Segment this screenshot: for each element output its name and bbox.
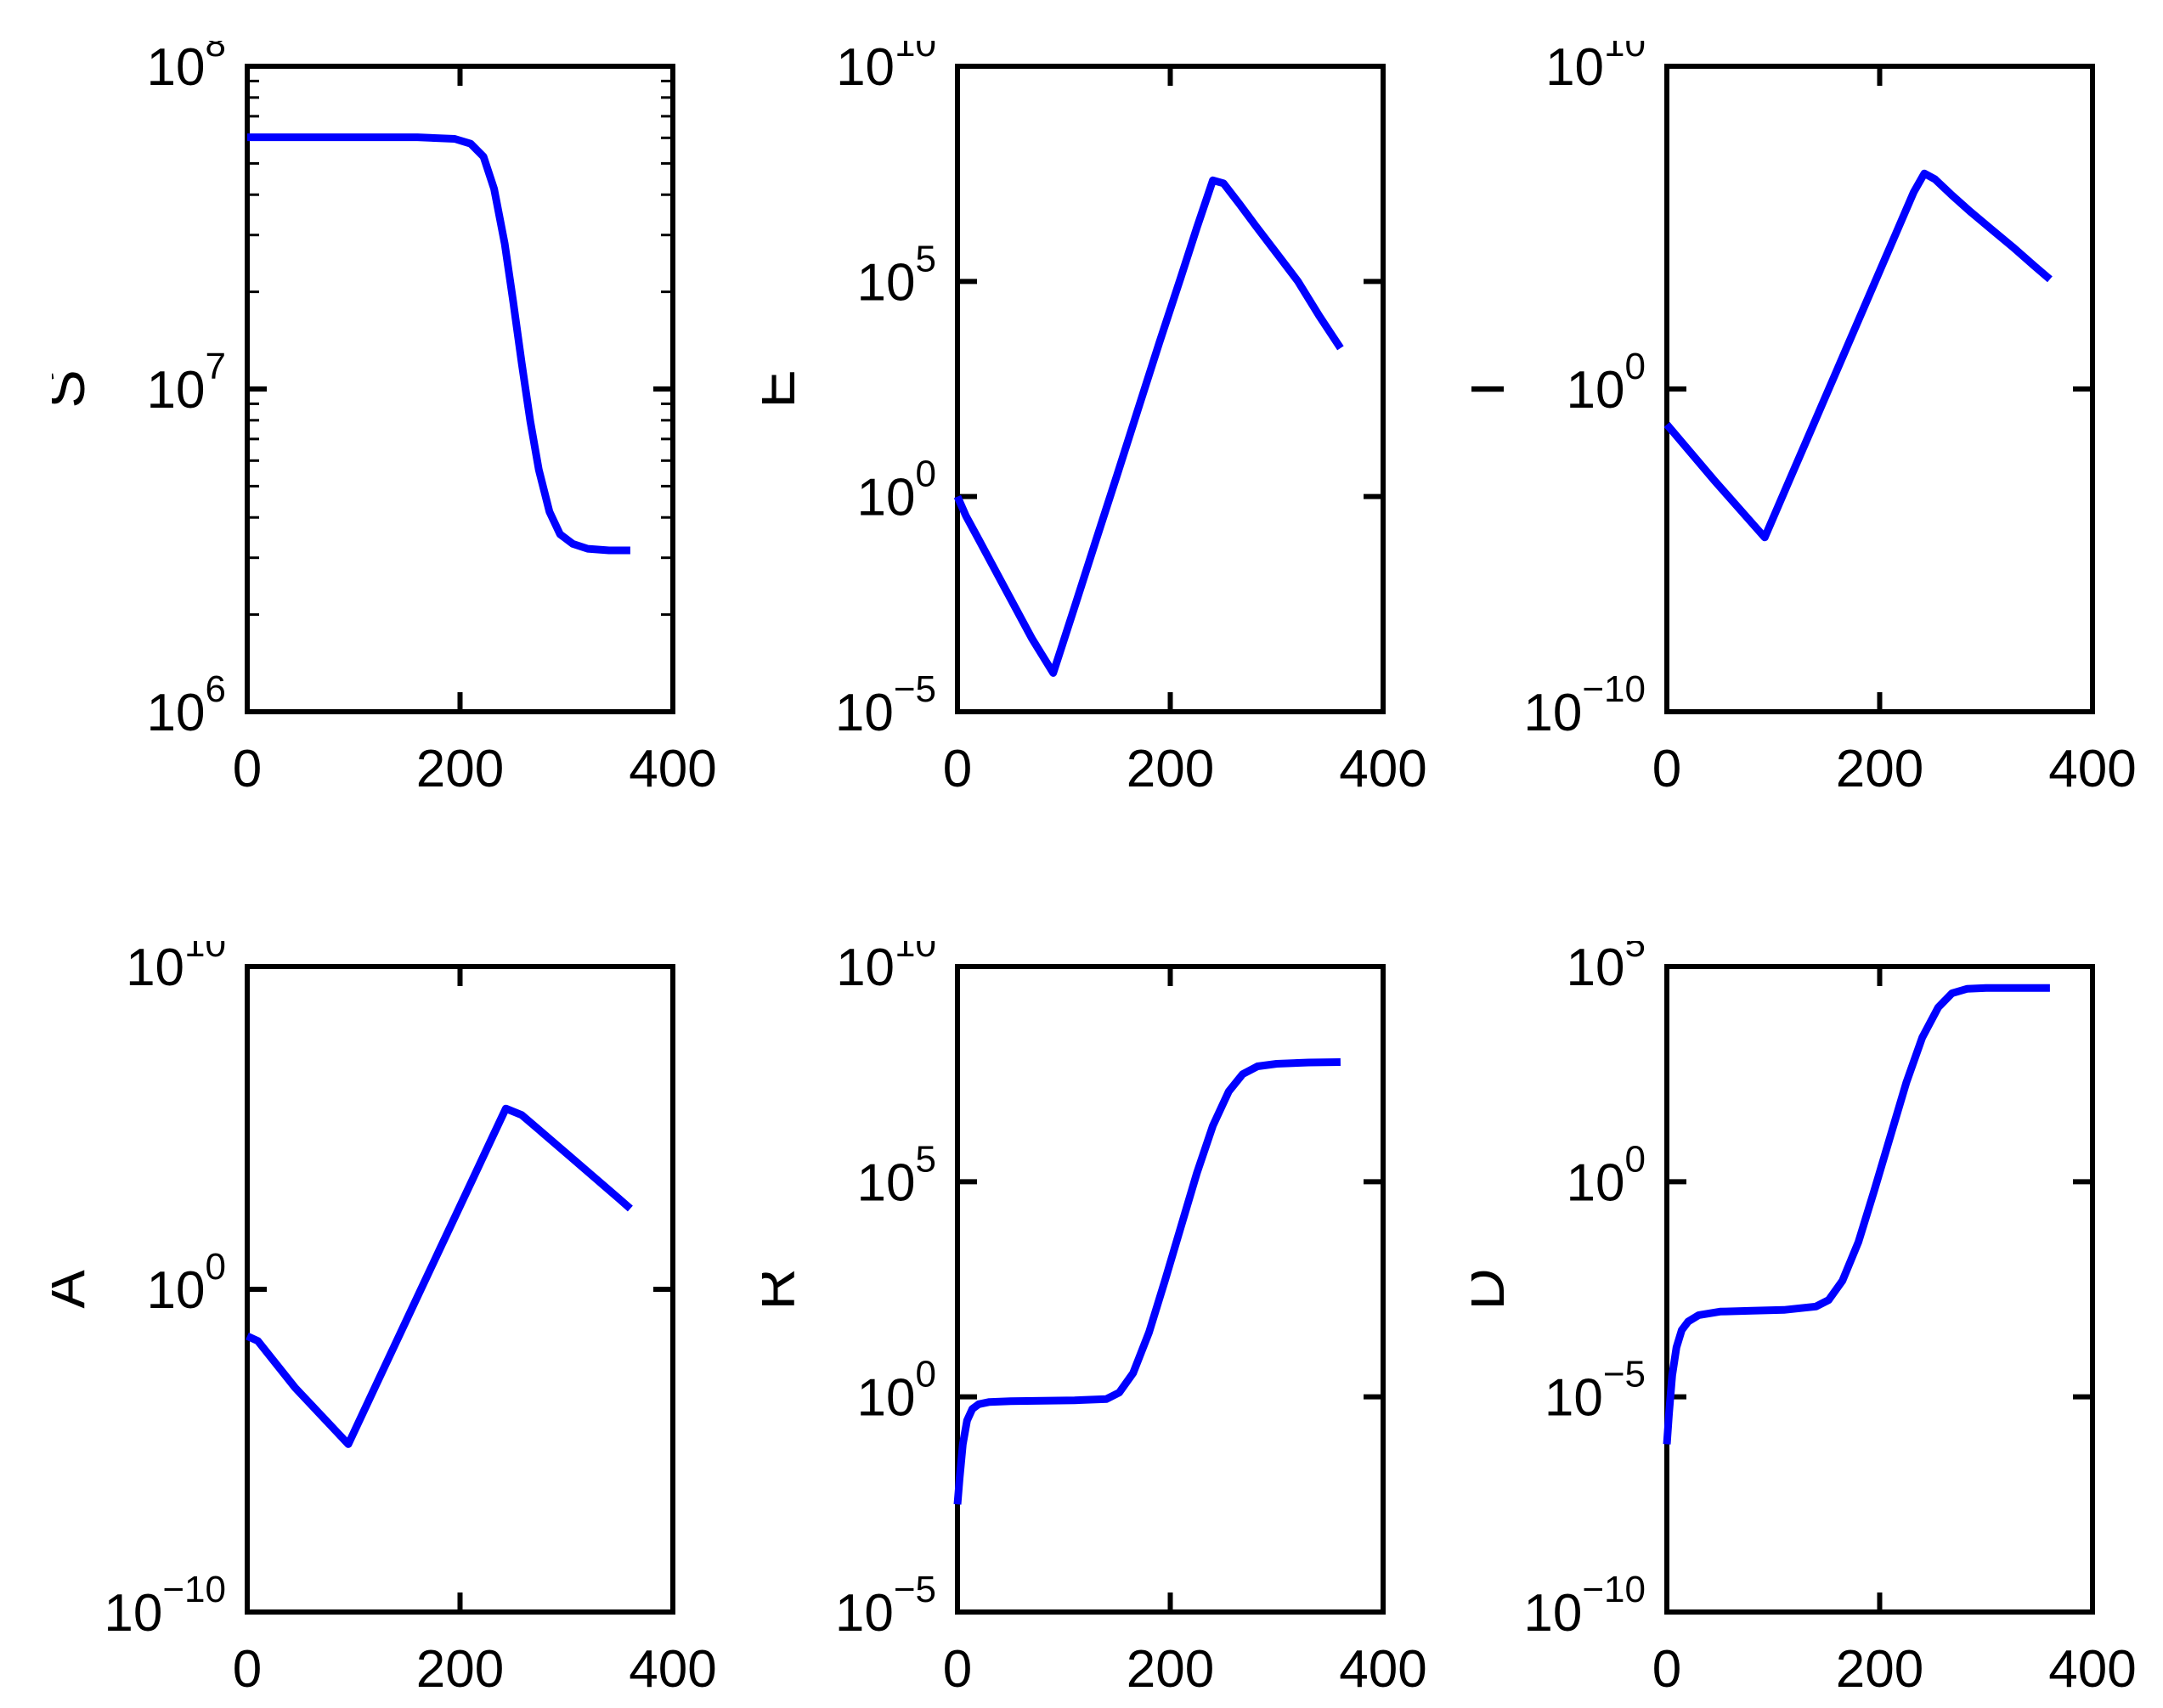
axes-box <box>245 964 675 1615</box>
subplot-A: 0 200 400 1010 100 10−10 A <box>52 941 770 1708</box>
plot-canvas-D: 0 200 400 105 100 10−5 10−10 D <box>1471 941 2137 1699</box>
y-axis-label: D <box>1471 1268 1516 1310</box>
y-tick-label: 10−10 <box>104 1569 226 1643</box>
y-tick-label: 105 <box>857 1138 936 1212</box>
y-tick-label: 107 <box>147 346 226 420</box>
axes-box <box>1664 964 2095 1615</box>
y-tick-label: 106 <box>147 668 226 742</box>
series-line-A <box>246 1104 633 1448</box>
subplot-D: 0 200 400 105 100 10−5 10−10 D <box>1471 941 2163 1708</box>
x-tick-label: 200 <box>416 740 504 798</box>
x-tick-label: 400 <box>1339 1640 1426 1699</box>
series-line-E <box>953 176 1344 677</box>
plot-canvas-E: 0 200 400 1010 105 100 10−5 E <box>762 41 1427 798</box>
subplot-I: 0 200 400 1010 100 10−10 I <box>1471 41 2163 826</box>
x-tick-label: 200 <box>1127 1640 1214 1699</box>
y-tick-label: 1010 <box>126 941 226 997</box>
x-tick-label: 400 <box>629 740 716 798</box>
y-tick-label: 100 <box>857 454 936 527</box>
x-tick-label: 0 <box>943 1640 972 1699</box>
y-tick-label: 10−5 <box>835 668 936 742</box>
plot-canvas-S: 0 200 400 108 107 106 S <box>52 41 717 798</box>
x-tick-label: 0 <box>1652 1640 1681 1699</box>
series-line-R <box>953 1058 1341 1505</box>
y-tick-label: 105 <box>1567 941 1646 997</box>
axes-box <box>1664 64 2095 714</box>
axes-box <box>955 64 1386 714</box>
subplot-R: 0 200 400 1010 105 100 10−5 R <box>762 941 1480 1708</box>
y-axis-label: E <box>762 369 807 408</box>
y-tick-label: 105 <box>857 238 936 312</box>
x-tick-label: 200 <box>1836 740 1923 798</box>
x-tick-label: 0 <box>233 1640 262 1699</box>
x-tick-label: 400 <box>629 1640 716 1699</box>
y-tick-label: 1010 <box>836 41 936 97</box>
series-line-S <box>247 133 630 555</box>
y-tick-label: 1010 <box>836 941 936 997</box>
y-axis-label: S <box>52 369 97 408</box>
y-tick-label: 10−10 <box>1523 668 1646 742</box>
series-line-D <box>1663 984 2050 1445</box>
axes-box <box>955 964 1386 1615</box>
y-axis-label: A <box>52 1270 97 1309</box>
y-tick-label: 100 <box>1567 1138 1646 1212</box>
x-tick-label: 0 <box>943 740 972 798</box>
y-tick-label: 100 <box>1567 346 1646 420</box>
y-tick-label: 108 <box>147 41 226 97</box>
x-tick-label: 0 <box>1652 740 1681 798</box>
series-line-I <box>1663 169 2053 542</box>
y-tick-label: 10−5 <box>835 1569 936 1643</box>
plot-canvas-A: 0 200 400 1010 100 10−10 A <box>52 941 717 1699</box>
x-tick-label: 200 <box>416 1640 504 1699</box>
x-tick-label: 400 <box>1339 740 1426 798</box>
subplot-E: 0 200 400 1010 105 100 10−5 E <box>762 41 1480 826</box>
x-tick-label: 400 <box>2048 1640 2136 1699</box>
x-tick-label: 0 <box>233 740 262 798</box>
axes-box <box>245 64 675 714</box>
plot-canvas-R: 0 200 400 1010 105 100 10−5 R <box>762 941 1427 1699</box>
y-tick-label: 100 <box>857 1354 936 1428</box>
y-tick-label: 10−10 <box>1523 1569 1646 1643</box>
y-axis-label: R <box>762 1268 807 1310</box>
y-tick-label: 100 <box>147 1246 226 1320</box>
y-tick-label: 10−5 <box>1545 1354 1646 1428</box>
x-tick-label: 400 <box>2048 740 2136 798</box>
y-axis-label: I <box>1471 381 1516 397</box>
subplot-S: 0 200 400 108 107 106 S <box>52 41 770 826</box>
x-tick-label: 200 <box>1836 1640 1923 1699</box>
x-tick-label: 200 <box>1127 740 1214 798</box>
y-tick-label: 1010 <box>1545 41 1646 97</box>
plot-canvas-I: 0 200 400 1010 100 10−10 I <box>1471 41 2137 798</box>
